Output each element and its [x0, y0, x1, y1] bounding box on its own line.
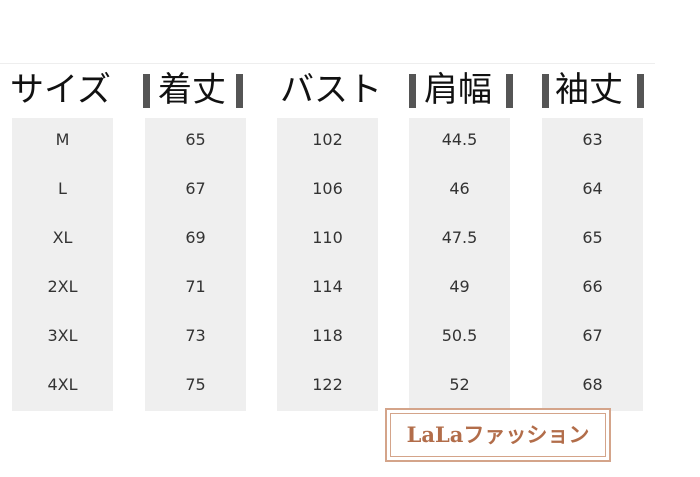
table-cell: 64 — [582, 179, 603, 198]
table-cell: 49 — [449, 277, 470, 296]
table-cell: 75 — [185, 375, 206, 394]
header-bar — [143, 74, 150, 108]
table-cell: 47.5 — [441, 228, 478, 247]
table-cell: 67 — [582, 326, 603, 345]
table-cell: 110 — [312, 228, 343, 247]
brand-logo: LaLaファッション — [385, 408, 611, 462]
table-cell: 66 — [582, 277, 603, 296]
size-column: 65 67 69 71 73 75 — [145, 118, 246, 411]
table-cell: 3XL — [47, 326, 78, 345]
table-cell: 50.5 — [441, 326, 478, 345]
header-bar — [236, 74, 243, 108]
column-header: 着丈 — [158, 70, 226, 110]
table-cell: 118 — [312, 326, 343, 345]
header-bar — [506, 74, 513, 108]
size-column: 44.5 46 47.5 49 50.5 52 — [409, 118, 510, 411]
table-cell: M — [55, 130, 70, 149]
table-cell: 68 — [582, 375, 603, 394]
table-cell: L — [58, 179, 67, 198]
table-cell: 106 — [312, 179, 343, 198]
column-header: 袖丈 — [555, 70, 623, 110]
size-column: M L XL 2XL 3XL 4XL — [12, 118, 113, 411]
table-cell: 63 — [582, 130, 603, 149]
table-cell: 65 — [185, 130, 206, 149]
table-cell: 65 — [582, 228, 603, 247]
table-cell: 71 — [185, 277, 206, 296]
size-column: 102 106 110 114 118 122 — [277, 118, 378, 411]
table-cell: XL — [52, 228, 73, 247]
column-header: バスト — [280, 70, 382, 110]
column-header: サイズ — [10, 70, 111, 110]
table-cell: 44.5 — [441, 130, 478, 149]
column-header: 肩幅 — [424, 70, 492, 110]
table-cell: 2XL — [47, 277, 78, 296]
table-cell: 114 — [312, 277, 343, 296]
size-column: 63 64 65 66 67 68 — [542, 118, 643, 411]
table-cell: 4XL — [47, 375, 78, 394]
table-cell: 46 — [449, 179, 470, 198]
table-cell: 73 — [185, 326, 206, 345]
header-bar — [409, 74, 416, 108]
table-cell: 52 — [449, 375, 470, 394]
table-cell: 67 — [185, 179, 206, 198]
header-bar — [637, 74, 644, 108]
divider — [0, 63, 655, 64]
table-cell: 69 — [185, 228, 206, 247]
table-cell: 122 — [312, 375, 343, 394]
table-cell: 102 — [312, 130, 343, 149]
header-bar — [542, 74, 549, 108]
